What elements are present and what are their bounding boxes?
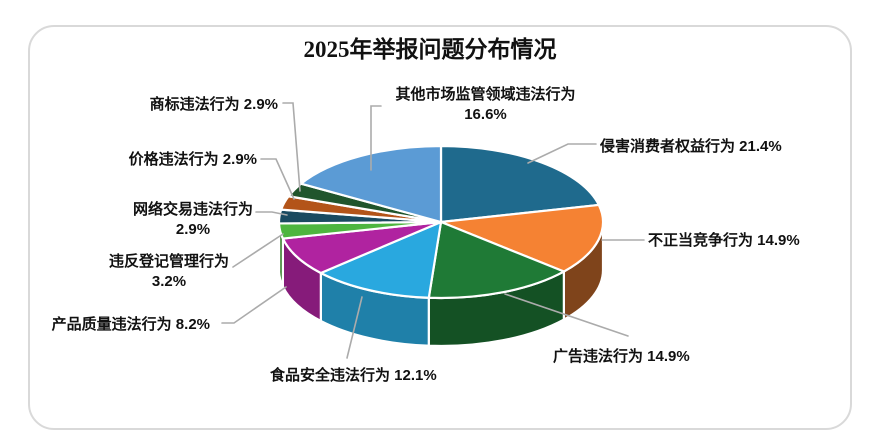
slice-callout-food-safety-violation: 食品安全违法行为 12.1% [270,367,437,384]
slice-callout-registration-violation: 违反登记管理行为 3.2% [108,253,229,290]
slice-callout-unfair-competition: 不正当竞争行为 14.9% [648,232,800,249]
pie-slice-other-market-supervision[interactable] [299,144,443,224]
leader-line-online-transaction-violation [255,211,288,216]
leader-line-trademark-violation [282,102,301,192]
leader-line-advertising-violation [504,293,629,337]
slice-callout-product-quality-violation: 产品质量违法行为 8.2% [51,316,210,333]
pie-slice-advertising-violation[interactable] [427,220,565,300]
slice-callout-other-market-supervision: 其他市场监管领域违法行为 16.6% [395,86,576,123]
leader-line-other-market-supervision [370,105,382,171]
leader-line-price-violation [260,158,295,200]
slice-callout-consumer-rights: 侵害消费者权益行为 21.4% [600,138,782,155]
slice-callout-advertising-violation: 广告违法行为 14.9% [553,348,690,365]
chart-title: 2025年举报问题分布情况 [303,37,557,62]
leader-line-food-safety-violation [346,296,363,359]
pie-slice-food-safety-violation[interactable] [319,220,443,299]
slice-callout-price-violation: 价格违法行为 2.9% [128,151,257,168]
pie-slice-unfair-competition[interactable] [439,203,605,273]
leader-line-registration-violation [232,233,284,268]
pie-slice-consumer-rights[interactable] [439,144,600,224]
slice-callout-trademark-violation: 商标违法行为 2.9% [149,96,278,113]
slice-callout-online-transaction-violation: 网络交易违法行为 2.9% [132,201,253,238]
leader-line-consumer-rights [527,143,597,164]
leader-line-product-quality-violation [221,286,287,324]
